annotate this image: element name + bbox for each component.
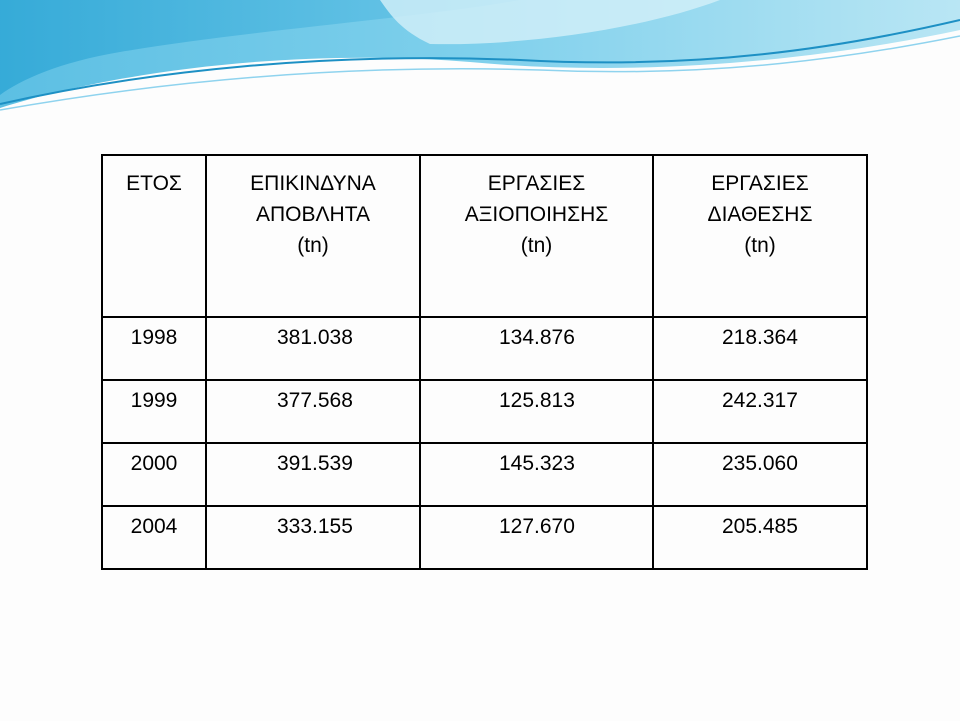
header-disposal-unit: (tn): [744, 234, 776, 257]
header-recovery-operations: ΕΡΓΑΣΙΕΣ ΑΞΙΟΠΟΙΗΣΗΣ (tn): [419, 154, 654, 318]
cell-hazardous: 333.155: [205, 505, 421, 570]
header-hazardous-line-1: ΕΠΙΚΙΝΔΥΝΑ: [250, 172, 376, 195]
cell-recovery: 127.670: [419, 505, 654, 570]
cell-year: 2004: [101, 505, 207, 570]
header-recovery-unit: (tn): [520, 234, 553, 257]
cell-year: 1998: [101, 316, 207, 381]
header-hazardous-unit: (tn): [297, 234, 329, 257]
header-year: ΕΤΟΣ: [101, 154, 207, 318]
cell-hazardous: 377.568: [205, 379, 421, 444]
cell-disposal: 242.317: [652, 379, 868, 444]
table-row: 2000 391.539 145.323 235.060: [101, 442, 868, 507]
cell-hazardous: 381.038: [205, 316, 421, 381]
cell-disposal: 218.364: [652, 316, 868, 381]
cell-disposal: 205.485: [652, 505, 868, 570]
decorative-wave: [0, 0, 960, 111]
cell-disposal: 235.060: [652, 442, 868, 507]
header-disposal-line-2: ΔΙΑΘΕΣΗΣ: [707, 203, 813, 226]
cell-hazardous: 391.539: [205, 442, 421, 507]
header-year-line: ΕΤΟΣ: [126, 172, 182, 195]
waste-data-table: ΕΤΟΣ ΕΠΙΚΙΝΔΥΝΑ ΑΠΟΒΛΗΤΑ (tn) ΕΡΓΑΣΙΕΣ Α…: [101, 154, 868, 570]
header-recovery-line-2: ΑΞΙΟΠΟΙΗΣΗΣ: [464, 203, 609, 226]
header-disposal-line-1: ΕΡΓΑΣΙΕΣ: [711, 172, 809, 195]
table-row: 1999 377.568 125.813 242.317: [101, 379, 868, 444]
cell-recovery: 134.876: [419, 316, 654, 381]
cell-year: 1999: [101, 379, 207, 444]
header-disposal-operations: ΕΡΓΑΣΙΕΣ ΔΙΑΘΕΣΗΣ (tn): [652, 154, 868, 318]
header-recovery-line-1: ΕΡΓΑΣΙΕΣ: [487, 172, 586, 195]
table-row: 1998 381.038 134.876 218.364: [101, 316, 868, 381]
header-row: ΕΤΟΣ ΕΠΙΚΙΝΔΥΝΑ ΑΠΟΒΛΗΤΑ (tn) ΕΡΓΑΣΙΕΣ Α…: [101, 154, 868, 318]
table-row: 2004 333.155 127.670 205.485: [101, 505, 868, 570]
cell-recovery: 125.813: [419, 379, 654, 444]
cell-year: 2000: [101, 442, 207, 507]
cell-recovery: 145.323: [419, 442, 654, 507]
header-hazardous-waste: ΕΠΙΚΙΝΔΥΝΑ ΑΠΟΒΛΗΤΑ (tn): [205, 154, 421, 318]
header-hazardous-line-2: ΑΠΟΒΛΗΤΑ: [256, 203, 370, 226]
